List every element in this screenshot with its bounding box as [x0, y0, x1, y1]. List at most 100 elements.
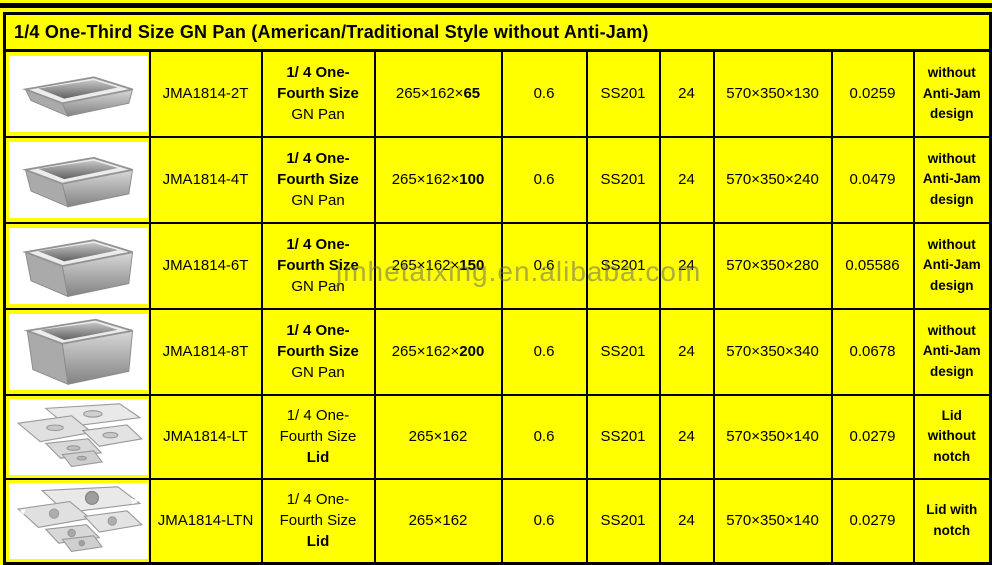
remark-text: without Anti-Jam design: [912, 307, 992, 396]
gn-pan-shallow-photo: [21, 76, 133, 117]
pcs-value: 24: [658, 393, 715, 480]
carton-size-value: 570×350×240: [712, 135, 833, 224]
dims-base: 265×162×: [395, 85, 464, 103]
product-size-name: 1/ 4 One-Fourth Size: [277, 150, 359, 188]
material-value: SS201: [585, 393, 661, 480]
product-photo: [9, 482, 148, 559]
product-size-name: 1/ 4 One-Fourth Size: [277, 322, 359, 360]
product-row: JMA1814-6T 1/ 4 One-Fourth Size GN Pan 2…: [3, 221, 992, 310]
gn-lids-notch-photo: [16, 485, 143, 552]
pcs-value: 24: [658, 49, 715, 138]
product-photo: [9, 313, 148, 390]
product-type: GN Pan: [291, 364, 345, 381]
product-size-name: 1/ 4 One-Fourth Size: [279, 407, 357, 445]
product-dimensions: 265×162×200: [373, 307, 503, 396]
gn-pan-deep-photo: [21, 238, 133, 297]
dims-depth: 200: [459, 343, 485, 360]
product-type: GN Pan: [291, 278, 345, 295]
dims-base: 265×162×: [391, 257, 460, 274]
material-value: SS201: [585, 307, 661, 396]
product-model: JMA1814-4T: [148, 135, 263, 224]
dims-base: 265×162×: [391, 343, 460, 360]
carton-size-value: 570×350×140: [712, 477, 833, 564]
product-size-cell: 1/ 4 One-Fourth Size GN Pan: [260, 135, 376, 224]
thickness-value: 0.6: [500, 307, 588, 396]
product-size-cell: 1/ 4 One-Fourth Size GN Pan: [260, 221, 376, 310]
product-size-cell: 1/ 4 One-Fourth Size Lid: [260, 393, 376, 480]
cbm-value: 0.0279: [830, 393, 915, 480]
cbm-value: 0.05586: [830, 221, 915, 310]
product-model: JMA1814-LT: [148, 393, 263, 480]
material-value: SS201: [585, 477, 661, 564]
material-value: SS201: [585, 221, 661, 310]
product-photo-cell: [3, 393, 151, 480]
product-row: JMA1814-LTN 1/ 4 One-Fourth Size Lid 265…: [3, 477, 992, 564]
product-size-name: 1/ 4 One-Fourth Size: [277, 64, 359, 103]
product-row: JMA1814-4T 1/ 4 One-Fourth Size GN Pan 2…: [3, 135, 992, 224]
product-model: JMA1814-2T: [148, 49, 263, 138]
product-type: Lid: [306, 449, 330, 466]
product-photo: [9, 227, 148, 304]
cbm-value: 0.0479: [830, 135, 915, 224]
remark-text: without Anti-Jam design: [912, 135, 992, 224]
product-photo: [9, 55, 148, 132]
product-photo: [9, 398, 148, 475]
product-size-cell: 1/ 4 One-Fourth Size GN Pan: [260, 49, 376, 138]
pcs-value: 24: [658, 221, 715, 310]
pcs-value: 24: [658, 135, 715, 224]
product-dimensions: 265×162: [373, 393, 503, 480]
carton-size-value: 570×350×140: [712, 393, 833, 480]
pcs-value: 24: [658, 307, 715, 396]
remark-text: without Anti-Jam design: [912, 221, 992, 310]
thickness-value: 0.6: [500, 221, 588, 310]
product-type: GN Pan: [291, 192, 345, 209]
product-photo: [9, 141, 148, 218]
dims-depth: 65: [463, 85, 481, 103]
material-value: SS201: [585, 49, 661, 138]
product-row: JMA1814-8T 1/ 4 One-Fourth Size GN Pan 2…: [3, 307, 992, 396]
carton-size-value: 570×350×130: [712, 49, 833, 138]
product-dimensions: 265×162×150: [373, 221, 503, 310]
product-model: JMA1814-6T: [148, 221, 263, 310]
top-divider-bar: [0, 3, 992, 8]
carton-size-value: 570×350×280: [712, 221, 833, 310]
cbm-value: 0.0259: [830, 49, 915, 138]
cbm-value: 0.0279: [830, 477, 915, 564]
pcs-value: 24: [658, 477, 715, 564]
gn-pan-medium-photo: [21, 156, 133, 208]
cbm-value: 0.0678: [830, 307, 915, 396]
product-dimensions: 265×162×100: [373, 135, 503, 224]
gn-lids-photo: [16, 402, 143, 467]
spec-table: 1/4 One-Third Size GN Pan (American/Trad…: [3, 12, 992, 565]
thickness-value: 0.6: [500, 135, 588, 224]
gn-pan-extra-deep-photo: [23, 318, 133, 385]
product-row: JMA1814-2T 1/ 4 One-Fourth Size GN Pan 2…: [3, 49, 992, 138]
dims-base: 265×162×: [391, 171, 460, 188]
thickness-value: 0.6: [500, 477, 588, 564]
dims-depth: 150: [459, 257, 485, 274]
product-photo-cell: [3, 307, 151, 396]
thickness-value: 0.6: [500, 393, 588, 480]
product-photo-cell: [3, 221, 151, 310]
dims-base: 265×162: [408, 512, 468, 529]
table-title: 1/4 One-Third Size GN Pan (American/Trad…: [3, 12, 992, 52]
table-body: JMA1814-2T 1/ 4 One-Fourth Size GN Pan 2…: [3, 49, 992, 564]
product-dimensions: 265×162×65: [373, 49, 503, 138]
product-size-name: 1/ 4 One-Fourth Size: [279, 491, 357, 529]
remark-text: without Anti-Jam design: [912, 49, 992, 138]
thickness-value: 0.6: [500, 49, 588, 138]
product-model: JMA1814-8T: [148, 307, 263, 396]
product-size-cell: 1/ 4 One-Fourth Size Lid: [260, 477, 376, 564]
product-size-name: 1/ 4 One-Fourth Size: [277, 236, 359, 274]
product-size-cell: 1/ 4 One-Fourth Size GN Pan: [260, 307, 376, 396]
carton-size-value: 570×350×340: [712, 307, 833, 396]
product-photo-cell: [3, 477, 151, 564]
material-value: SS201: [585, 135, 661, 224]
remark-text: Lid with notch: [912, 477, 992, 564]
product-photo-cell: [3, 49, 151, 138]
dims-depth: 100: [459, 171, 485, 188]
remark-text: Lid without notch: [912, 393, 992, 480]
product-type: GN Pan: [291, 106, 345, 124]
dims-base: 265×162: [408, 428, 468, 445]
product-model: JMA1814-LTN: [148, 477, 263, 564]
